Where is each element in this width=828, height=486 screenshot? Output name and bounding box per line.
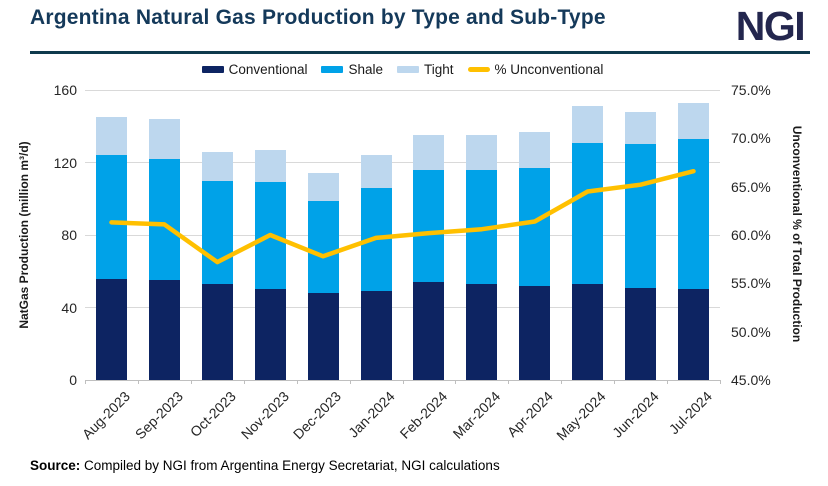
bar-segment-conventional-oct-2023 (201, 283, 233, 380)
bar-segment-conventional-feb-2024 (413, 282, 445, 380)
x-axis-label: Feb-2024 (396, 388, 451, 442)
x-axis-label: May-2024 (553, 388, 610, 444)
x-axis-tick (614, 380, 616, 384)
bar-segment-shale-aug-2023 (95, 155, 127, 279)
bar-segment-tight-apr-2024 (519, 131, 551, 168)
x-axis-tick (296, 380, 298, 384)
x-axis-tick (508, 380, 510, 384)
source-label: Source: (30, 458, 81, 473)
legend-item-shale: Shale (321, 62, 383, 77)
ngi-logo: NGI (735, 3, 806, 49)
legend-item-conventional: Conventional (201, 61, 308, 77)
x-axis-label: Nov-2023 (237, 388, 292, 443)
header-divider (30, 51, 810, 54)
bar-segment-conventional-dec-2023 (307, 293, 339, 380)
left-axis-tick-label: 120 (53, 154, 77, 171)
left-axis-tick-label: 40 (61, 299, 77, 316)
bar-segment-conventional-may-2024 (572, 283, 604, 380)
legend-swatch-icon (201, 65, 224, 73)
bar-segment-shale-mar-2024 (466, 169, 498, 284)
bar-segment-conventional-nov-2023 (254, 289, 286, 380)
chart-legend: Conventional Shale Tight % Unconventional (85, 60, 720, 78)
x-axis-label: Jul-2024 (665, 388, 715, 438)
x-axis-tick (349, 380, 351, 384)
legend-label: Shale (348, 61, 383, 77)
bar-segment-conventional-aug-2023 (95, 278, 127, 380)
gridline (85, 162, 720, 163)
x-axis-label: Apr-2024 (504, 388, 557, 441)
source-note: Source: Compiled by NGI from Argentina E… (30, 458, 500, 473)
legend-label: % Unconventional (494, 61, 604, 77)
x-axis-label: Jun-2024 (609, 388, 662, 441)
legend-label: Conventional (228, 61, 308, 77)
x-axis-tick (85, 380, 86, 384)
bar-segment-shale-nov-2023 (254, 182, 286, 290)
bar-segment-tight-mar-2024 (466, 135, 498, 170)
right-axis-tick-label: 55.0% (731, 275, 771, 292)
bar-segment-conventional-jun-2024 (625, 287, 657, 380)
bar-segment-shale-jun-2024 (625, 144, 657, 288)
legend-swatch-icon (397, 65, 419, 73)
bar-segment-tight-jun-2024 (625, 111, 657, 145)
gridline (85, 307, 720, 308)
right-axis-tick-label: 75.0% (731, 82, 771, 98)
bar-segment-shale-dec-2023 (307, 200, 339, 293)
bar-segment-tight-aug-2023 (95, 117, 127, 156)
x-axis-tick (455, 380, 457, 384)
bar-segment-shale-feb-2024 (413, 169, 445, 283)
right-axis-tick-label: 60.0% (731, 227, 771, 243)
x-axis-label: Mar-2024 (449, 388, 504, 442)
bar-segment-tight-sep-2023 (148, 119, 180, 159)
bar-segment-conventional-jul-2024 (678, 289, 710, 380)
bar-segment-shale-jul-2024 (678, 138, 710, 290)
bar-segment-tight-oct-2023 (201, 151, 233, 181)
x-axis-label: Aug-2023 (78, 388, 133, 443)
x-axis-label: Sep-2023 (131, 388, 186, 443)
x-axis-tick (720, 380, 721, 384)
right-axis-tick-label: 70.0% (731, 130, 771, 147)
x-axis-label: Dec-2023 (290, 388, 345, 443)
x-axis-tick (667, 380, 669, 384)
legend-swatch-icon (321, 65, 344, 73)
bar-segment-shale-may-2024 (572, 142, 604, 284)
x-axis-tick (561, 380, 563, 384)
page-title: Argentina Natural Gas Production by Type… (30, 6, 606, 29)
legend-label: Tight (424, 61, 454, 77)
bar-segment-tight-feb-2024 (413, 135, 445, 170)
bar-segment-conventional-jan-2024 (360, 291, 392, 380)
x-axis-tick (243, 380, 245, 384)
gridline (85, 89, 720, 91)
left-axis-tick-label: 0 (69, 372, 77, 388)
bar-segment-tight-jan-2024 (360, 155, 392, 188)
bar-segment-shale-apr-2024 (519, 167, 551, 286)
bar-segment-tight-dec-2023 (307, 173, 339, 201)
right-axis-tick-label: 65.0% (731, 178, 771, 195)
bar-segment-conventional-apr-2024 (519, 285, 551, 380)
right-axis-title: Unconventional % of Total Production (790, 125, 804, 343)
legend-swatch-icon (467, 66, 490, 72)
x-axis-tick (190, 380, 192, 384)
right-axis-tick-label: 50.0% (731, 323, 771, 340)
legend-item--unconventional: % Unconventional (467, 61, 604, 77)
bar-segment-tight-nov-2023 (254, 149, 286, 183)
right-axis-tick-label: 45.0% (731, 372, 771, 388)
source-text: Compiled by NGI from Argentina Energy Se… (80, 458, 500, 473)
bar-segment-shale-jan-2024 (360, 187, 392, 292)
x-axis-tick (402, 380, 404, 384)
bar-segment-shale-sep-2023 (148, 158, 180, 281)
legend-item-tight: Tight (397, 62, 454, 77)
bar-segment-conventional-sep-2023 (148, 280, 180, 380)
bar-segment-tight-jul-2024 (678, 102, 710, 139)
bar-segment-shale-oct-2023 (201, 180, 233, 284)
left-axis-tick-label: 80 (61, 227, 77, 243)
x-axis-tick (137, 380, 139, 384)
left-axis-title: NatGas Production (million m³/d) (17, 141, 31, 329)
left-axis-tick-label: 160 (53, 82, 77, 98)
bar-segment-conventional-mar-2024 (466, 283, 498, 380)
bar-segment-tight-may-2024 (572, 106, 604, 143)
x-axis-label: Oct-2023 (186, 388, 239, 441)
x-axis-label: Jan-2024 (344, 388, 398, 441)
